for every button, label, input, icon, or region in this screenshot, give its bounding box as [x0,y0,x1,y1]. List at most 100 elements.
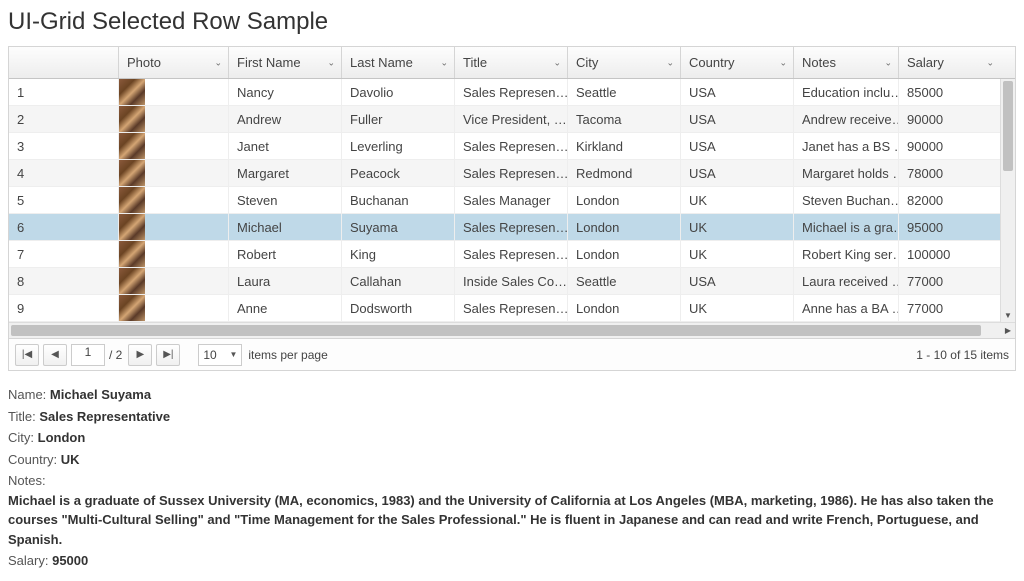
cell-title: Sales Represen… [455,160,568,186]
cell-sal: 85000 [899,79,1000,105]
cell-city: London [568,187,681,213]
vertical-scrollbar[interactable]: ▼ [1000,79,1015,322]
table-row[interactable]: 2AndrewFullerVice President, …TacomaUSAA… [9,106,1000,133]
pager-total-pages: / 2 [109,348,122,362]
scroll-right-icon[interactable]: ▶ [1005,323,1011,339]
pager-last-button[interactable]: ▶| [156,344,180,366]
column-header-sal[interactable]: Salary ⌄ [899,47,1000,78]
cell-ctry: USA [681,106,794,132]
pager-items-per-page-label: items per page [248,348,327,362]
cell-ctry: USA [681,268,794,294]
cell-city: Seattle [568,268,681,294]
cell-photo [119,295,229,321]
column-header-title[interactable]: Title ⌄ [455,47,568,78]
column-header-label: Title [463,55,487,70]
column-menu-icon[interactable]: ⌄ [327,57,335,68]
column-menu-icon[interactable]: ⌄ [214,57,222,68]
pager-page-input[interactable]: 1 [71,344,105,366]
pager-first-button[interactable]: |◀ [15,344,39,366]
column-header-idx[interactable] [9,47,119,78]
cell-ctry: USA [681,160,794,186]
vertical-scrollbar-thumb[interactable] [1003,81,1013,171]
table-row[interactable]: 4MargaretPeacockSales Represen…RedmondUS… [9,160,1000,187]
column-menu-icon[interactable]: ⌄ [779,57,787,68]
cell-ln: Fuller [342,106,455,132]
cell-fn: Anne [229,295,342,321]
cell-notes: Janet has a BS … [794,133,899,159]
cell-sal: 78000 [899,160,1000,186]
table-row[interactable]: 8LauraCallahanInside Sales Co…SeattleUSA… [9,268,1000,295]
column-header-notes[interactable]: Notes ⌄ [794,47,899,78]
detail-country-value: UK [61,452,80,467]
cell-idx: 1 [9,79,119,105]
chevron-down-icon: ▼ [229,350,237,359]
cell-idx: 8 [9,268,119,294]
column-header-fn[interactable]: First Name⌄ [229,47,342,78]
cell-ln: Leverling [342,133,455,159]
cell-idx: 2 [9,106,119,132]
column-menu-icon[interactable]: ⌄ [553,57,561,68]
cell-photo [119,133,229,159]
cell-city: London [568,214,681,240]
column-menu-icon[interactable]: ⌄ [884,57,892,68]
cell-sal: 77000 [899,268,1000,294]
pager-pagesize-select[interactable]: 10 ▼ [198,344,242,366]
cell-idx: 6 [9,214,119,240]
cell-notes: Steven Buchan… [794,187,899,213]
cell-photo [119,214,229,240]
cell-ctry: UK [681,241,794,267]
table-row[interactable]: 9AnneDodsworthSales Represen…LondonUKAnn… [9,295,1000,322]
cell-title: Inside Sales Co… [455,268,568,294]
cell-idx: 5 [9,187,119,213]
detail-name-label: Name: [8,387,46,402]
horizontal-scrollbar[interactable]: ▶ [9,322,1015,338]
detail-salary-value: 95000 [52,553,88,568]
cell-title: Sales Represen… [455,295,568,321]
photo-thumbnail [119,160,145,186]
column-header-label: Notes [802,55,836,70]
table-row[interactable]: 6MichaelSuyamaSales Represen…LondonUKMic… [9,214,1000,241]
cell-photo [119,268,229,294]
column-menu-icon[interactable]: ⌄ [440,57,448,68]
cell-fn: Michael [229,214,342,240]
cell-city: Kirkland [568,133,681,159]
cell-photo [119,79,229,105]
cell-idx: 4 [9,160,119,186]
cell-title: Sales Represen… [455,79,568,105]
selected-row-detail: Name: Michael Suyama Title: Sales Repres… [8,385,1016,571]
column-header-label: Salary [907,55,944,70]
column-header-city[interactable]: City⌄ [568,47,681,78]
cell-photo [119,241,229,267]
table-row[interactable]: 7RobertKingSales Represen…LondonUKRobert… [9,241,1000,268]
pager-summary: 1 - 10 of 15 items [916,348,1009,362]
cell-notes: Education inclu… [794,79,899,105]
cell-photo [119,106,229,132]
detail-name-value: Michael Suyama [50,387,151,402]
column-header-label: Country [689,55,735,70]
cell-fn: Steven [229,187,342,213]
cell-fn: Robert [229,241,342,267]
column-header-photo[interactable]: Photo⌄ [119,47,229,78]
cell-city: London [568,241,681,267]
cell-title: Sales Represen… [455,133,568,159]
cell-notes: Andrew receive… [794,106,899,132]
pager-next-button[interactable]: ▶ [128,344,152,366]
table-row[interactable]: 3JanetLeverlingSales Represen…KirklandUS… [9,133,1000,160]
cell-city: Seattle [568,79,681,105]
column-header-ctry[interactable]: Country ⌄ [681,47,794,78]
cell-fn: Margaret [229,160,342,186]
cell-ln: Buchanan [342,187,455,213]
detail-salary-label: Salary: [8,553,48,568]
cell-ln: Suyama [342,214,455,240]
grid-header: Photo⌄First Name⌄Last Name⌄Title⌄City⌄Co… [9,47,1015,79]
photo-thumbnail [119,268,145,294]
grid-body: 1NancyDavolioSales Represen…SeattleUSAEd… [9,79,1000,322]
column-header-ln[interactable]: Last Name⌄ [342,47,455,78]
pager-prev-button[interactable]: ◀ [43,344,67,366]
table-row[interactable]: 1NancyDavolioSales Represen…SeattleUSAEd… [9,79,1000,106]
table-row[interactable]: 5StevenBuchananSales ManagerLondonUKStev… [9,187,1000,214]
column-menu-icon[interactable]: ⌄ [666,57,674,68]
column-menu-icon[interactable]: ⌄ [986,57,994,68]
scroll-down-icon[interactable]: ▼ [1001,311,1015,320]
horizontal-scrollbar-thumb[interactable] [11,325,981,336]
